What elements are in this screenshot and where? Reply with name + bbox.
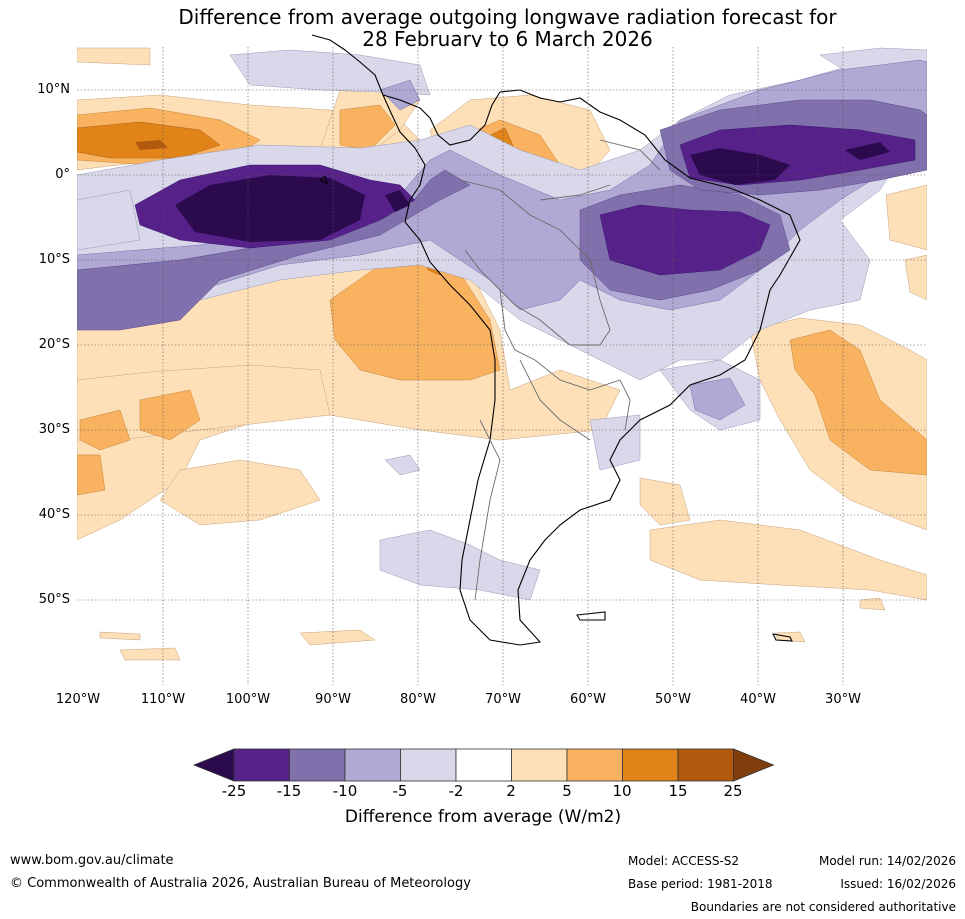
title-line-2: 28 February to 6 March 2026 — [362, 27, 653, 51]
website-link[interactable]: www.bom.gov.au/climate — [10, 853, 174, 868]
colorbar-swatch — [622, 748, 679, 782]
country-borders — [459, 139, 661, 601]
colorbar-tick-label: -25 — [221, 782, 247, 800]
lon-label-60w: 60°W — [570, 692, 606, 707]
lon-label-100w: 100°W — [225, 692, 271, 707]
boundaries-disclaimer: Boundaries are not considered authoritat… — [690, 900, 956, 914]
colorbar-tick-label: 5 — [562, 782, 572, 800]
lat-label-30s: 30°S — [38, 422, 70, 437]
lon-label-70w: 70°W — [485, 692, 521, 707]
title-line-1: Difference from average outgoing longwav… — [178, 5, 837, 29]
colorbar-tick-label: 15 — [668, 782, 688, 800]
colorbar-swatch — [400, 748, 457, 782]
lat-label-40s: 40°S — [38, 507, 70, 522]
colorbar-tick-label: -2 — [448, 782, 464, 800]
lat-label-10n: 10°N — [37, 82, 70, 97]
coastline-south-america — [311, 34, 801, 646]
colorbar-arrow-high — [733, 748, 775, 782]
colorbar-swatch — [566, 748, 623, 782]
copyright-text: © Commonwealth of Australia 2026, Austra… — [10, 876, 471, 891]
model-text: Model: ACCESS-S2 — [628, 854, 740, 868]
colorbar-tick-label: -5 — [392, 782, 408, 800]
lat-label-0: 0° — [55, 167, 70, 182]
lon-label-120w: 120°W — [55, 692, 101, 707]
colorbar-label: Difference from average (W/m2) — [344, 807, 622, 827]
colorbar-swatch — [511, 748, 568, 782]
colorbar-tick-label: 2 — [506, 782, 516, 800]
colorbar-swatch — [677, 748, 734, 782]
colorbar-tick-label: -15 — [276, 782, 302, 800]
colorbar-arrow-low — [192, 748, 235, 782]
lon-label-110w: 110°W — [140, 692, 186, 707]
colorbar-swatch — [233, 748, 290, 782]
colorbar-tick-label: 25 — [723, 782, 743, 800]
lat-label-10s: 10°S — [38, 252, 70, 267]
model-run-text: Model run: 14/02/2026 — [818, 854, 956, 868]
lat-label-50s: 50°S — [38, 592, 70, 607]
colorbar-swatch — [289, 748, 346, 782]
lat-label-20s: 20°S — [38, 337, 70, 352]
lon-label-80w: 80°W — [400, 692, 436, 707]
base-period-text: Base period: 1981-2018 — [628, 877, 773, 891]
colorbar-tick-label: 10 — [612, 782, 632, 800]
colorbar-tick-label: -10 — [332, 782, 358, 800]
colorbar-swatch — [455, 748, 512, 782]
lon-label-90w: 90°W — [315, 692, 351, 707]
colorbar — [192, 748, 775, 782]
lon-label-40w: 40°W — [740, 692, 776, 707]
anomaly-field — [77, 47, 927, 685]
graticule — [77, 47, 927, 685]
issued-text: Issued: 16/02/2026 — [840, 877, 956, 891]
lon-label-50w: 50°W — [655, 692, 691, 707]
lon-label-30w: 30°W — [825, 692, 861, 707]
colorbar-swatch — [344, 748, 401, 782]
